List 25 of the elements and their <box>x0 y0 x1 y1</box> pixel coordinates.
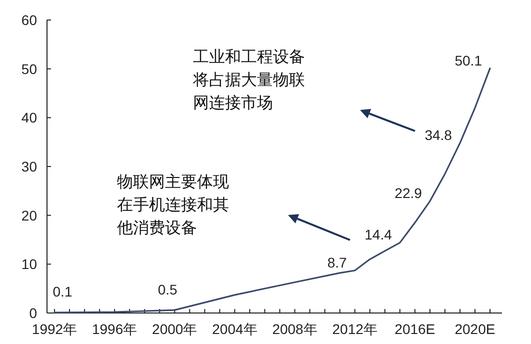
x-tick-label: 2004年 <box>212 321 258 337</box>
data-label: 0.1 <box>52 284 72 300</box>
annotation: 物联网主要体现在手机连接和其他消费设备 <box>117 172 229 237</box>
annotation: 工业和工程设备将占据大量物联网连接市场 <box>192 47 305 112</box>
x-tick-label: 2008年 <box>272 321 318 337</box>
data-label: 50.1 <box>454 52 482 68</box>
line-series <box>54 68 491 314</box>
x-tick-label: 1992年 <box>32 321 78 337</box>
x-tick-label: 1996年 <box>92 321 138 337</box>
data-label: 22.9 <box>394 185 422 202</box>
y-tick-label: 40 <box>21 110 38 126</box>
y-tick-label: 10 <box>21 256 38 272</box>
y-tick-label: 0 <box>29 305 38 321</box>
y-tick-label: 60 <box>21 12 38 28</box>
y-tick-label: 20 <box>21 207 38 224</box>
x-tick-label: 2016E <box>394 321 436 337</box>
data-label: 0.5 <box>158 282 178 298</box>
data-label: 34.8 <box>424 127 452 144</box>
x-tick-label: 2020E <box>454 321 496 337</box>
y-tick-label: 30 <box>21 158 38 174</box>
data-label: 14.4 <box>364 226 392 243</box>
data-label: 8.7 <box>327 254 348 271</box>
x-tick-label: 2012年 <box>332 321 378 337</box>
x-tick-label: 2000年 <box>152 321 198 337</box>
y-tick-label: 50 <box>21 60 38 77</box>
